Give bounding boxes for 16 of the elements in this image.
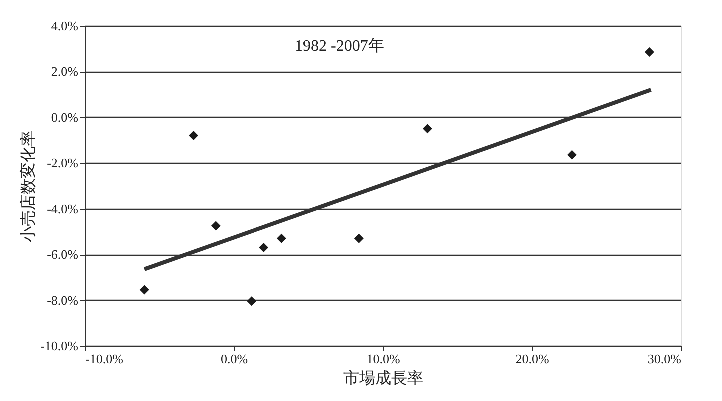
y-tick-label: 2.0%: [51, 64, 79, 80]
y-tick-label: 4.0%: [51, 18, 79, 34]
x-tick-label: 10.0%: [366, 352, 400, 366]
y-axis-title: 小売店数変化率: [20, 130, 38, 242]
y-tick-label: -6.0%: [47, 247, 79, 262]
y-tick-label: -10.0%: [40, 338, 79, 354]
x-tick-label: 20.0%: [516, 352, 550, 366]
y-tick-label: 0.0%: [51, 110, 79, 125]
x-tick-label: 30.0%: [648, 352, 682, 366]
annotation: 1982 -2007年: [295, 38, 384, 55]
y-tick-label: -8.0%: [47, 292, 79, 308]
y-tick-label: -4.0%: [47, 201, 79, 216]
x-axis-title: 市場成長率: [344, 370, 424, 388]
y-tick-label: -2.0%: [47, 156, 79, 171]
x-tick-label: 0.0%: [220, 352, 248, 366]
x-tick-label: -10.0%: [86, 352, 124, 366]
